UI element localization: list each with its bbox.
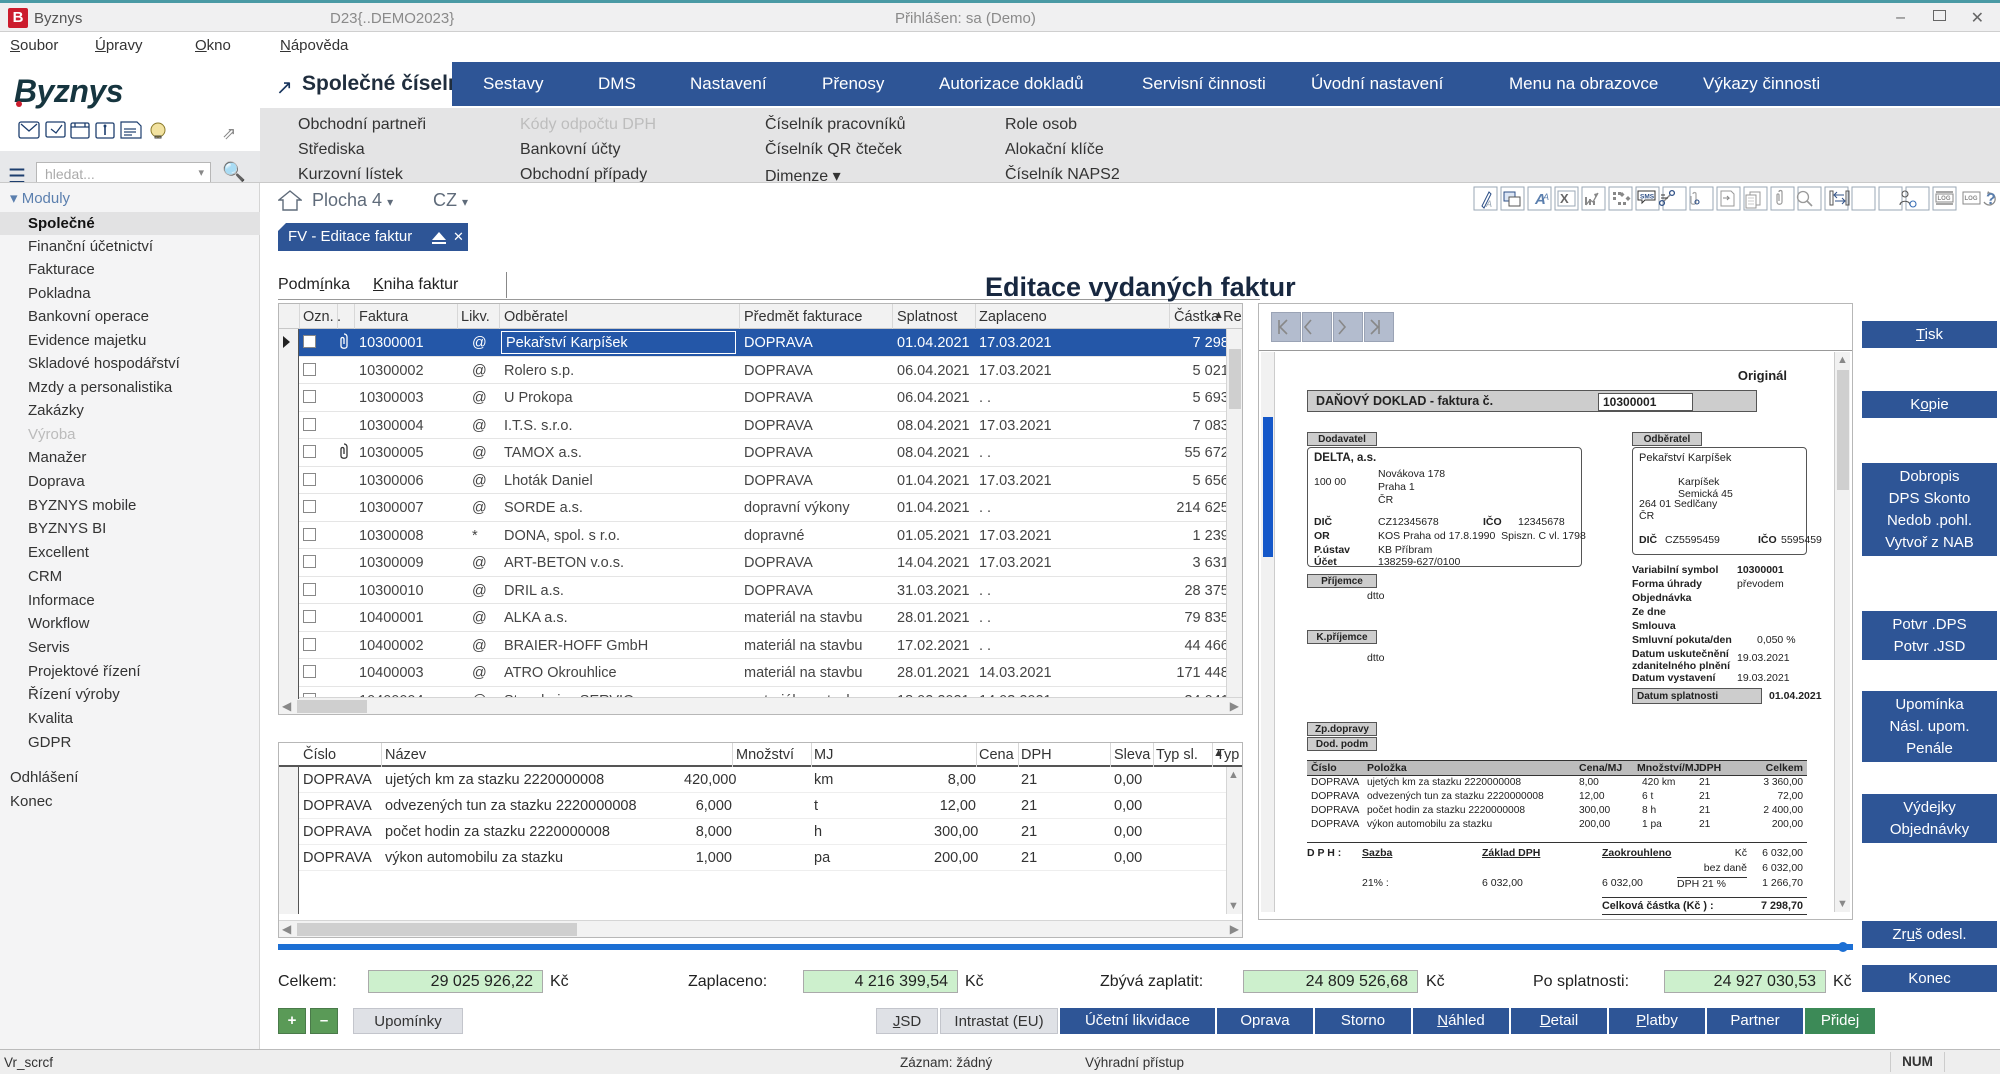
svg-text:A: A [1485,199,1492,209]
svg-text:SMS: SMS [1640,194,1655,201]
svg-text:?: ? [1986,191,1996,208]
svg-text:X: X [1560,191,1569,206]
svg-text:LOG: LOG [1965,196,1978,202]
svg-text:A: A [1542,192,1549,202]
svg-text:LOG: LOG [1938,196,1951,202]
